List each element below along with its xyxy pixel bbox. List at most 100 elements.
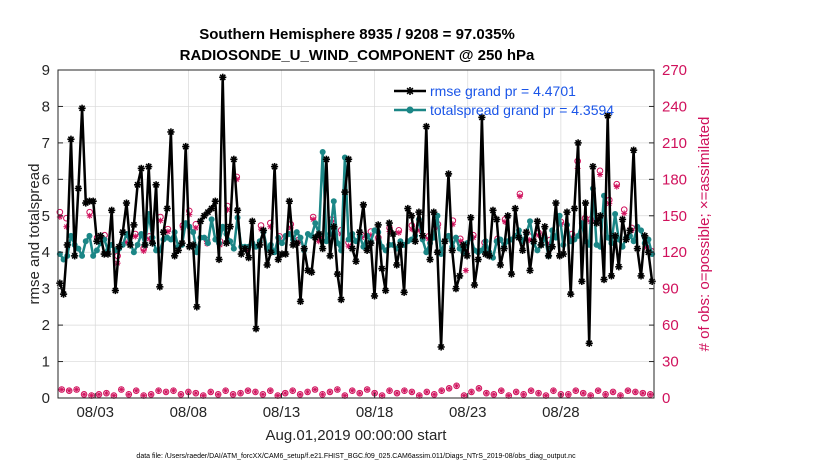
obs-possible-marker bbox=[401, 387, 408, 395]
obs-assimilated-marker bbox=[134, 388, 139, 393]
rmse-point bbox=[648, 277, 656, 285]
obs-assimilated-marker bbox=[625, 388, 631, 393]
rmse-point bbox=[248, 217, 256, 225]
obs-assimilated-marker bbox=[320, 392, 325, 397]
obs-possible-marker bbox=[572, 387, 580, 395]
rmse-point bbox=[152, 181, 160, 189]
rmse-point bbox=[352, 257, 360, 265]
rmse-point bbox=[522, 228, 530, 236]
rmse-point bbox=[89, 197, 97, 205]
obs-possible-marker bbox=[624, 387, 632, 395]
rmse-point bbox=[633, 244, 641, 253]
obs-assimilated-marker bbox=[342, 393, 348, 398]
obs-assimilated-marker bbox=[141, 393, 146, 398]
totalspread-point bbox=[204, 240, 211, 247]
rmse-point bbox=[93, 237, 101, 245]
obs-possible-marker bbox=[237, 389, 244, 397]
rmse-point bbox=[245, 254, 253, 262]
rmse-point bbox=[581, 199, 590, 207]
obs-assimilated-marker bbox=[178, 392, 184, 397]
obs-possible-marker bbox=[602, 391, 609, 398]
rmse-point bbox=[111, 286, 119, 295]
obs-assimilated-marker bbox=[387, 388, 392, 393]
rmse-point bbox=[159, 228, 168, 236]
rmse-point bbox=[574, 139, 582, 147]
rmse-point bbox=[459, 241, 467, 249]
x-tick-label: 08/03 bbox=[76, 404, 114, 421]
rmse-point bbox=[71, 252, 79, 260]
rmse-point bbox=[433, 248, 442, 256]
rmse-point bbox=[59, 290, 68, 298]
rmse-point bbox=[493, 215, 501, 224]
rmse-point bbox=[337, 296, 345, 304]
rmse-point bbox=[456, 272, 464, 280]
obs-possible-marker bbox=[363, 386, 371, 393]
obs-possible-marker bbox=[326, 388, 334, 396]
obs-possible-marker bbox=[334, 386, 341, 393]
obs-assimilated-marker bbox=[461, 393, 467, 398]
obs-assimilated-marker bbox=[290, 388, 295, 393]
obs-possible-marker bbox=[229, 391, 237, 398]
y-tick-right-label: 210 bbox=[662, 135, 687, 152]
rmse-point bbox=[437, 343, 445, 351]
obs-possible-marker bbox=[207, 388, 215, 396]
rmse-point bbox=[637, 272, 645, 280]
rmse-point bbox=[448, 246, 456, 254]
rmse-point bbox=[374, 221, 382, 229]
obs-possible-marker bbox=[393, 389, 401, 397]
obs-assimilated-marker bbox=[499, 388, 504, 393]
totalspread-point bbox=[167, 236, 174, 243]
obs-possible-marker bbox=[430, 391, 438, 398]
rmse-point bbox=[252, 325, 260, 333]
rmse-point bbox=[330, 223, 338, 231]
obs-assimilated-marker bbox=[238, 390, 243, 396]
obs-possible-marker bbox=[512, 388, 520, 396]
rmse-point bbox=[500, 244, 508, 253]
obs-possible-marker bbox=[594, 387, 602, 395]
obs-possible-marker bbox=[348, 387, 356, 395]
obs-possible-marker bbox=[646, 391, 654, 398]
obs-assimilated-marker bbox=[648, 392, 653, 397]
rmse-point bbox=[382, 286, 390, 295]
obs-assimilated-marker bbox=[395, 229, 402, 236]
chart-title-line-1: Southern Hemisphere 8935 / 9208 = 97.035… bbox=[199, 26, 515, 43]
rmse-point bbox=[326, 252, 334, 260]
obs-assimilated-marker bbox=[566, 392, 571, 397]
rmse-point bbox=[67, 135, 75, 143]
rmse-point bbox=[204, 208, 212, 216]
rmse-point bbox=[396, 241, 405, 249]
rmse-point bbox=[208, 204, 216, 213]
rmse-point bbox=[422, 122, 430, 131]
obs-possible-marker bbox=[73, 386, 80, 393]
rmse-point bbox=[518, 246, 527, 254]
y-axis-right-ticks: 0 30 60 90 120 150 180 210 240 270 bbox=[662, 62, 687, 407]
rmse-point bbox=[589, 162, 597, 171]
rmse-point bbox=[267, 248, 275, 256]
rmse-point bbox=[189, 241, 197, 249]
rmse-point bbox=[407, 212, 416, 220]
obs-assimilated-marker bbox=[275, 393, 280, 398]
obs-assimilated-marker bbox=[551, 388, 556, 393]
obs-possible-marker bbox=[386, 387, 393, 395]
y-axis-right-label: # of obs: o=possible; ×=assimilated bbox=[696, 117, 713, 352]
totalspread-point bbox=[319, 149, 326, 155]
totalspread-point bbox=[345, 236, 352, 243]
obs-possible-marker bbox=[319, 391, 326, 398]
obs-possible-marker bbox=[535, 389, 542, 397]
rmse-point bbox=[115, 243, 123, 251]
y-tick-right-label: 240 bbox=[662, 98, 687, 115]
rmse-point bbox=[122, 199, 131, 207]
rmse-point bbox=[544, 252, 553, 260]
totalspread-point bbox=[323, 238, 330, 245]
obs-possible-marker bbox=[80, 391, 88, 398]
x-tick-label: 08/28 bbox=[542, 404, 580, 421]
rmse-point bbox=[63, 241, 71, 249]
obs-assimilated-marker bbox=[208, 389, 213, 395]
y-tick-left-label: 6 bbox=[42, 171, 50, 188]
rmse-point bbox=[226, 223, 234, 231]
obs-assimilated-marker bbox=[364, 387, 370, 392]
obs-assimilated-marker bbox=[484, 390, 489, 396]
rmse-point bbox=[141, 241, 149, 249]
obs-possible-marker bbox=[356, 389, 364, 397]
rmse-point bbox=[537, 241, 545, 249]
